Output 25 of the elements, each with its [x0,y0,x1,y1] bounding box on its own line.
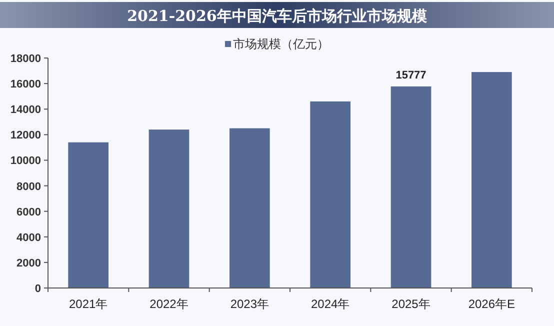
x-tick-label: 2026年E [468,297,516,311]
y-tick-label: 4000 [16,232,41,244]
y-tick-label: 16000 [10,78,41,91]
bar [230,128,270,288]
y-tick-label: 2000 [16,257,41,270]
legend-label: 市场规模（亿元） [233,37,329,51]
bar [310,101,350,288]
x-tick-label: 2024年 [310,297,350,311]
y-tick-label: 10000 [10,155,41,168]
bar [148,130,190,288]
bar [68,142,108,288]
x-tick-label: 2022年 [150,297,188,311]
bar [472,72,512,288]
chart-title: 2021-2026年中国汽车后市场行业市场规模 [127,7,428,25]
x-tick-label: 2023年 [230,297,270,311]
y-tick-label: 14000 [10,104,41,116]
y-tick-label: 18000 [10,53,41,65]
data-label: 15777 [396,69,426,82]
y-tick-label: 8000 [16,180,41,193]
x-tick-label: 2021年 [68,297,108,311]
y-tick-label: 12000 [10,130,41,142]
y-tick-label: 0 [34,283,41,295]
x-tick-label: 2025年 [392,297,430,311]
bar [390,86,432,288]
y-tick-label: 6000 [16,206,41,218]
